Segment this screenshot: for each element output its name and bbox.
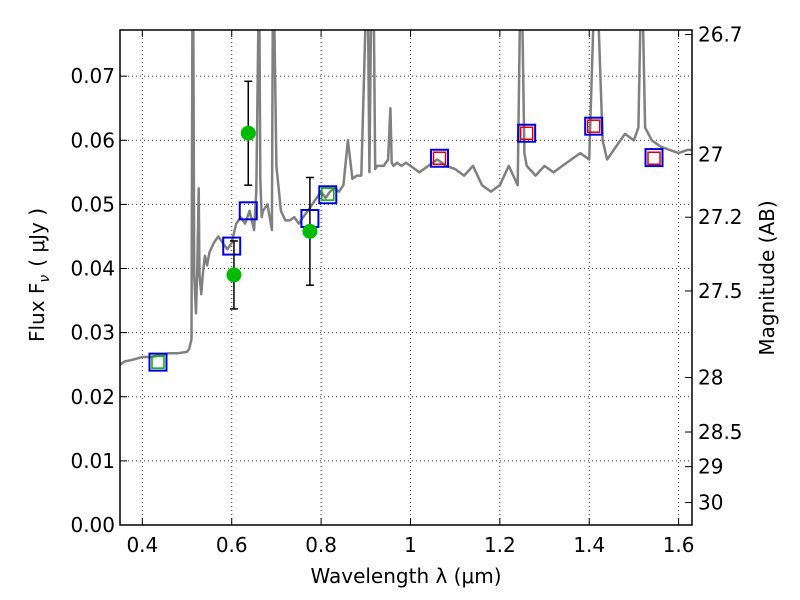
green-square-marker bbox=[321, 187, 335, 201]
x-tick-label: 1 bbox=[404, 533, 417, 557]
y-tick-label-left: 0.04 bbox=[70, 257, 115, 281]
x-tick-label: 1.4 bbox=[573, 533, 605, 557]
blue-square-marker bbox=[584, 116, 604, 136]
y-tick-label-right: 27.2 bbox=[698, 205, 743, 229]
y-tick-label-left: 0.00 bbox=[70, 513, 115, 537]
y-tick-label-right: 29 bbox=[698, 455, 723, 479]
blue-square-marker bbox=[148, 352, 168, 372]
y-axis-label-right: Magnitude (AB) bbox=[755, 200, 779, 355]
y-tick-label-left: 0.07 bbox=[70, 64, 115, 88]
x-tick-label: 1.2 bbox=[484, 533, 516, 557]
observed-point bbox=[302, 223, 318, 239]
blue-square-marker bbox=[238, 201, 258, 221]
x-tick-label: 1.6 bbox=[663, 533, 695, 557]
y-tick-label-left: 0.06 bbox=[70, 128, 115, 152]
red-square-marker bbox=[519, 126, 534, 140]
y-tick-label-right: 28.5 bbox=[698, 420, 743, 444]
x-tick-label: 0.8 bbox=[305, 533, 337, 557]
y-axis-label-left-text: Flux F bbox=[25, 283, 49, 342]
axis-ticks: 0.4 0.6 0.8 1 1.2 1.4 1.6 0.00 0.01 0.02 0.03 0.04 0… bbox=[70, 22, 742, 557]
y-tick-label-right: 26.7 bbox=[698, 22, 743, 46]
marker-layer bbox=[148, 80, 664, 372]
red-square-marker bbox=[432, 151, 447, 165]
y-tick-label-right: 28 bbox=[698, 366, 723, 390]
observed-point bbox=[240, 125, 256, 141]
y-tick-label-left: 0.05 bbox=[70, 192, 115, 216]
x-tick-label: 0.4 bbox=[126, 533, 158, 557]
x-tick-label: 0.6 bbox=[216, 533, 248, 557]
y-tick-label-right: 30 bbox=[698, 491, 723, 515]
spectrum-line bbox=[120, 30, 692, 366]
green-square-marker bbox=[151, 355, 165, 369]
blue-square-marker bbox=[222, 236, 242, 256]
blue-square-marker bbox=[430, 148, 450, 168]
spectrum-layer bbox=[120, 30, 692, 366]
y-tick-label-left: 0.01 bbox=[70, 449, 115, 473]
blue-square-marker bbox=[644, 148, 664, 168]
y-tick-label-left: 0.03 bbox=[70, 321, 115, 345]
blue-square-marker bbox=[517, 123, 537, 143]
y-axis-label-left-unit: ( μJy ) bbox=[25, 208, 49, 267]
y-tick-label-right: 27.5 bbox=[698, 279, 743, 303]
observed-point bbox=[226, 267, 242, 283]
x-axis-label: Wavelength λ (μm) bbox=[310, 564, 501, 588]
red-square-marker bbox=[647, 151, 661, 165]
y-tick-label-left: 0.02 bbox=[70, 385, 115, 409]
red-square-marker bbox=[586, 119, 601, 133]
y-axis-label-left-sub: ν bbox=[37, 275, 53, 283]
plot-frame bbox=[119, 29, 693, 526]
y-axis-label-left: Flux Fν ( μJy ) bbox=[25, 208, 53, 342]
y-tick-label-right: 27 bbox=[698, 142, 723, 166]
blue-square-marker bbox=[318, 185, 338, 205]
